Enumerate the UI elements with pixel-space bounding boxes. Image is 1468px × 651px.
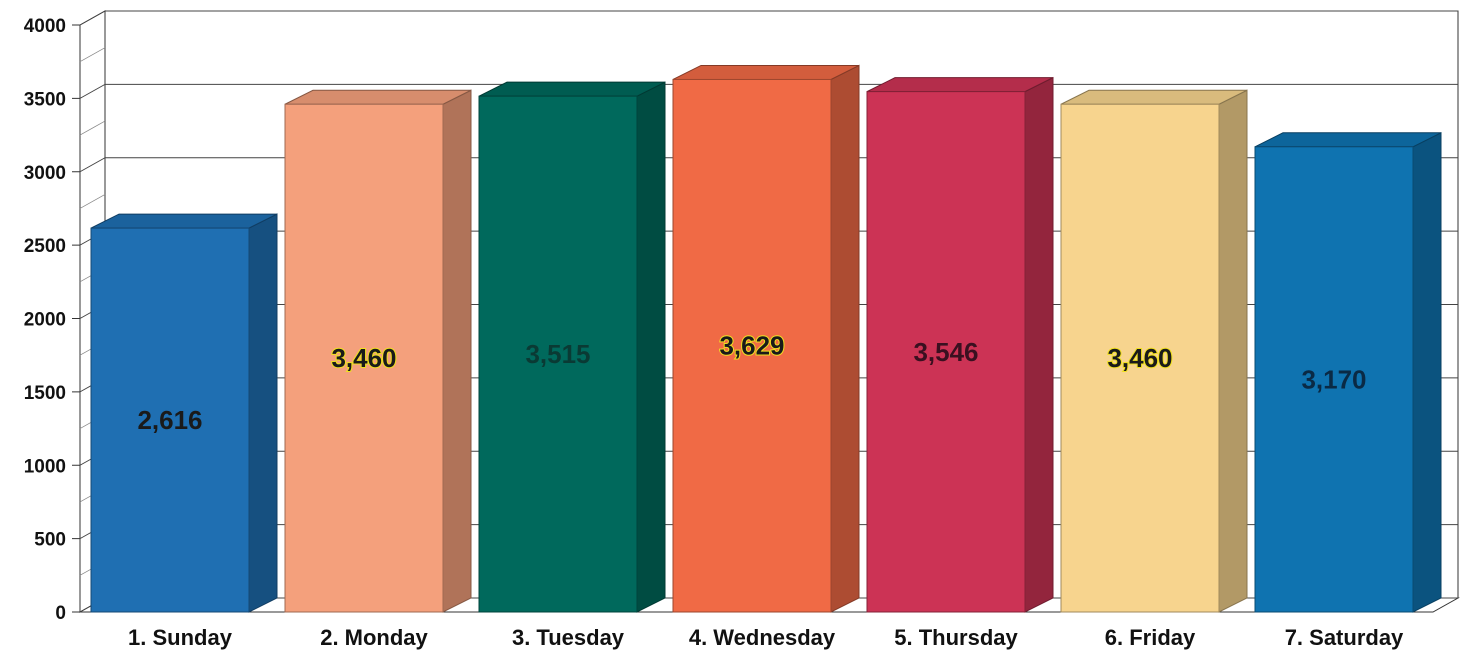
- bar-value-label: 3,629: [719, 331, 784, 361]
- bar-value-label: 3,460: [331, 343, 396, 373]
- bar-top: [1060, 89, 1248, 105]
- x-category-label: 1. Sunday: [128, 625, 233, 650]
- bar: [478, 95, 638, 613]
- bar: [866, 91, 1026, 613]
- bar-top: [478, 81, 666, 97]
- bar-value-label: 3,460: [1107, 343, 1172, 373]
- y-tick-label: 0: [55, 603, 66, 624]
- bar-value-label: 3,515: [525, 339, 590, 369]
- x-category-label: 7. Saturday: [1285, 625, 1404, 650]
- x-category-label: 6. Friday: [1105, 625, 1196, 650]
- gridline-side: [79, 10, 106, 26]
- bar-value-label: 2,616: [137, 405, 202, 435]
- y-tick-label: 500: [34, 530, 66, 551]
- bar: [1060, 103, 1220, 613]
- bar-value-label: 3,546: [913, 337, 978, 367]
- bar-side: [830, 64, 860, 613]
- gridline-side: [79, 83, 106, 99]
- bar-top: [672, 64, 860, 80]
- x-category-label: 2. Monday: [320, 625, 428, 650]
- y-tick-label: 2500: [24, 236, 66, 257]
- bar-top: [1254, 132, 1442, 148]
- bar: [672, 78, 832, 613]
- x-category-label: 5. Thursday: [894, 625, 1018, 650]
- gridline-minor: [79, 120, 106, 136]
- gridline-minor: [79, 194, 106, 209]
- y-tick-label: 2000: [24, 310, 66, 331]
- bar: [284, 103, 444, 613]
- bar-top: [284, 89, 472, 105]
- bar: [1254, 146, 1414, 613]
- y-tick-label: 1500: [24, 383, 66, 404]
- y-tick-label: 3000: [24, 163, 66, 184]
- y-tick-label: 1000: [24, 456, 66, 477]
- y-tick-label: 3500: [24, 89, 66, 110]
- bar: [90, 227, 250, 613]
- gridline-side: [79, 157, 106, 173]
- bar-side: [636, 81, 666, 613]
- x-category-label: 3. Tuesday: [512, 625, 625, 650]
- bar-top: [90, 213, 278, 229]
- bar-top: [866, 77, 1054, 93]
- bar-side: [1218, 89, 1248, 613]
- bar-side: [1024, 76, 1054, 613]
- x-category-label: 4. Wednesday: [689, 625, 836, 650]
- bar-side: [442, 89, 472, 613]
- bar-side: [1412, 131, 1442, 613]
- gridline-minor: [79, 47, 106, 63]
- bar-value-label: 3,170: [1301, 364, 1366, 394]
- bar-side: [248, 213, 278, 613]
- y-tick-label: 4000: [24, 16, 66, 37]
